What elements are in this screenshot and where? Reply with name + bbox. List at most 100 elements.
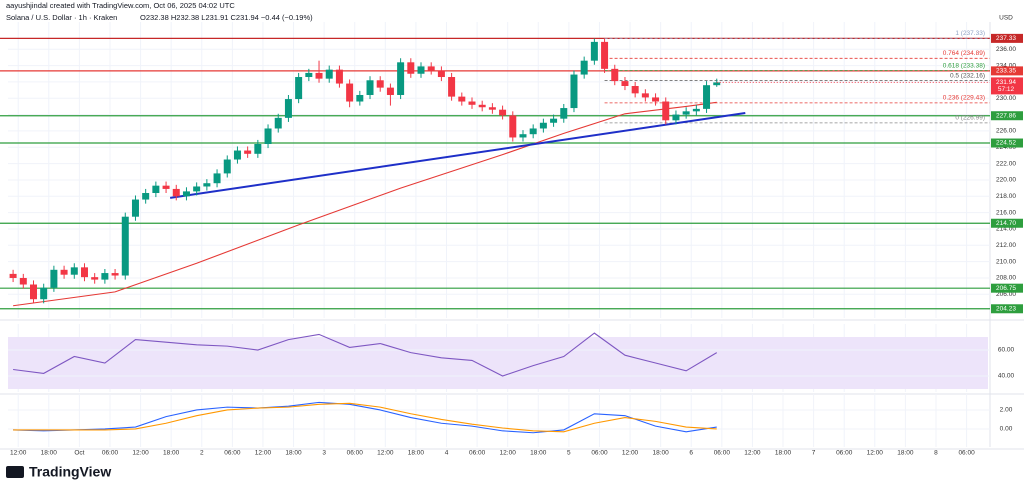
x-tick-label: 3 bbox=[322, 450, 326, 457]
level-tag bbox=[991, 111, 1023, 121]
candle-body bbox=[682, 111, 690, 115]
candle-body bbox=[50, 269, 58, 288]
x-tick-label: 18:00 bbox=[408, 450, 425, 457]
y-tick-label: 206.00 bbox=[996, 291, 1016, 298]
y-tick-label: 210.00 bbox=[996, 258, 1016, 265]
x-tick-label: 06:00 bbox=[958, 450, 975, 457]
fib-label: 0.618 (233.38) bbox=[943, 62, 985, 69]
candle-body bbox=[631, 86, 639, 94]
fib-label: 1 (237.33) bbox=[955, 30, 985, 37]
x-tick-label: 8 bbox=[934, 450, 938, 457]
candle-body bbox=[284, 99, 292, 118]
y-tick-label: 234.00 bbox=[996, 62, 1016, 69]
level-tag bbox=[991, 218, 1023, 228]
candle-body bbox=[692, 108, 700, 112]
fib-label: 0.236 (229.43) bbox=[943, 95, 985, 102]
level-tag bbox=[991, 138, 1023, 148]
candle-body bbox=[213, 173, 221, 184]
last-price-label: 231.94 bbox=[996, 79, 1016, 86]
fib-label: 0.5 (232.16) bbox=[950, 72, 985, 79]
candle-body bbox=[397, 62, 405, 95]
candle-body bbox=[346, 83, 354, 102]
candle-body bbox=[499, 109, 507, 116]
candle-body bbox=[131, 199, 139, 217]
x-tick-label: 12:00 bbox=[132, 450, 149, 457]
candle-body bbox=[366, 80, 374, 95]
candle-body bbox=[274, 117, 282, 129]
trendline bbox=[169, 111, 746, 199]
candle-body bbox=[509, 115, 517, 138]
candle-body bbox=[70, 267, 78, 275]
x-tick-label: 06:00 bbox=[102, 450, 119, 457]
x-tick-label: 12:00 bbox=[622, 450, 639, 457]
level-label: 224.52 bbox=[996, 140, 1016, 147]
currency: USD bbox=[999, 15, 1013, 22]
x-tick-label: 18:00 bbox=[775, 450, 792, 457]
candle-body bbox=[590, 41, 598, 61]
candle-body bbox=[652, 97, 660, 102]
y-tick-label: 0.00 bbox=[1000, 426, 1013, 433]
y-tick-label: 218.00 bbox=[996, 193, 1016, 200]
candle-body bbox=[713, 82, 721, 86]
level-tag bbox=[991, 304, 1023, 314]
candle-body bbox=[233, 150, 241, 160]
y-tick-label: 2.00 bbox=[1000, 407, 1013, 414]
level-tag bbox=[991, 66, 1023, 76]
x-tick-label: Oct bbox=[74, 450, 84, 457]
candle-body bbox=[325, 69, 333, 79]
candle-body bbox=[223, 159, 231, 174]
candle-body bbox=[315, 72, 323, 79]
candle-body bbox=[580, 60, 588, 75]
candle-body bbox=[672, 114, 680, 121]
y-tick-label: 40.00 bbox=[998, 373, 1015, 380]
x-tick-label: 18:00 bbox=[653, 450, 670, 457]
candle-body bbox=[437, 70, 445, 78]
candle-body bbox=[407, 62, 415, 74]
candle-body bbox=[539, 122, 547, 129]
level-tag bbox=[991, 283, 1023, 293]
y-tick-label: 236.00 bbox=[996, 46, 1016, 53]
x-tick-label: 12:00 bbox=[10, 450, 27, 457]
candle-body bbox=[621, 81, 629, 86]
candle-body bbox=[172, 188, 180, 197]
y-tick-label: 216.00 bbox=[996, 209, 1016, 216]
x-tick-label: 18:00 bbox=[285, 450, 302, 457]
candle-body bbox=[611, 68, 619, 82]
candle-body bbox=[203, 183, 211, 187]
moving-average bbox=[13, 101, 717, 307]
x-tick-label: 06:00 bbox=[469, 450, 486, 457]
candle-body bbox=[427, 66, 435, 71]
logo-icon bbox=[6, 466, 24, 478]
rsi-band bbox=[8, 337, 988, 390]
x-tick-label: 06:00 bbox=[347, 450, 364, 457]
candle-body bbox=[376, 80, 384, 88]
candle-body bbox=[295, 77, 303, 100]
candle-body bbox=[162, 185, 170, 189]
candle-body bbox=[9, 273, 17, 278]
candle-body bbox=[601, 41, 609, 69]
indicator-line bbox=[13, 402, 717, 433]
candle-body bbox=[182, 191, 190, 197]
x-tick-label: 12:00 bbox=[377, 450, 394, 457]
candle-body bbox=[417, 66, 425, 74]
x-tick-label: 06:00 bbox=[714, 450, 731, 457]
y-tick-label: 220.00 bbox=[996, 177, 1016, 184]
candle-body bbox=[264, 128, 272, 144]
candle-body bbox=[244, 150, 252, 154]
ohlc: O232.38 H232.38 L231.91 C231.94 −0.44 (−… bbox=[140, 13, 313, 22]
candle-body bbox=[356, 94, 364, 102]
countdown: 57:12 bbox=[998, 86, 1015, 93]
level-label: 204.23 bbox=[996, 305, 1016, 312]
level-label: 233.35 bbox=[996, 68, 1016, 75]
candle-body bbox=[142, 193, 150, 200]
x-tick-label: 06:00 bbox=[224, 450, 241, 457]
candle-body bbox=[101, 273, 109, 280]
candle-body bbox=[152, 185, 160, 194]
candle-body bbox=[560, 108, 568, 119]
y-tick-label: 230.00 bbox=[996, 95, 1016, 102]
y-tick-label: 60.00 bbox=[998, 347, 1015, 354]
candle-body bbox=[570, 74, 578, 109]
x-tick-label: 12:00 bbox=[744, 450, 761, 457]
x-tick-label: 2 bbox=[200, 450, 204, 457]
